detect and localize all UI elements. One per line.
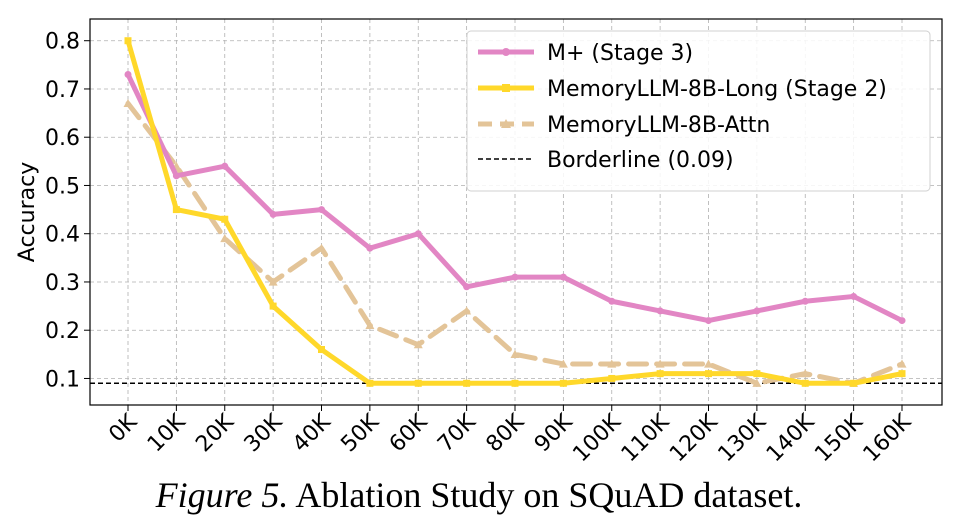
series-point (220, 234, 230, 243)
series-point (172, 172, 180, 180)
series-point (502, 48, 510, 56)
series-point (501, 119, 511, 128)
y-tick-label: 0.7 (45, 78, 80, 103)
y-tick-label: 0.4 (45, 223, 80, 248)
series-point (318, 206, 325, 214)
series-point (269, 210, 277, 218)
series-point (898, 370, 906, 378)
y-tick-label: 0.5 (45, 174, 80, 199)
series-layer (123, 37, 907, 387)
figure-caption: Figure 5. Ablation Study on SQuAD datase… (0, 474, 958, 516)
legend-label: Borderline (0.09) (547, 148, 734, 173)
series-point (318, 346, 325, 354)
x-tick-label: 120K (665, 409, 723, 467)
legend-label: MemoryLLM-8B-Attn (547, 113, 770, 138)
x-tick-label: 40K (288, 409, 336, 457)
series-point (413, 340, 423, 349)
x-tick-label: 0K (104, 409, 142, 447)
x-tick-label: 50K (336, 409, 384, 457)
y-tick-label: 0.2 (45, 319, 80, 344)
series-point (704, 359, 713, 368)
series-1 (124, 37, 906, 387)
x-tick-label: 10K (143, 409, 191, 457)
series-point (463, 283, 471, 291)
plot-frame (89, 18, 943, 406)
series-point (897, 359, 907, 368)
series-point (268, 277, 278, 286)
series-point (800, 369, 810, 378)
series-point (366, 244, 374, 252)
series-point (559, 273, 567, 281)
series-point (753, 370, 761, 378)
x-tick-label: 70K (433, 409, 481, 457)
x-tick-label: 110K (617, 409, 675, 467)
series-point (801, 297, 809, 305)
series-point (558, 359, 568, 368)
series-point (510, 349, 520, 358)
x-tick-label: 80K (482, 409, 530, 457)
series-point (656, 307, 664, 315)
series-point (124, 37, 132, 45)
series-point (414, 379, 422, 387)
x-tick-label: 20K (191, 409, 239, 457)
series-2 (123, 98, 907, 387)
series-point (607, 359, 617, 368)
legend-entry: MemoryLLM-8B-Attn (478, 113, 770, 138)
legend-label: MemoryLLM-8B-Long (Stage 2) (547, 77, 887, 102)
series-point (898, 317, 906, 325)
x-tick-label: 100K (568, 409, 626, 467)
series-point (752, 378, 762, 387)
series-point (753, 307, 761, 315)
x-tick-label: 60K (385, 409, 433, 457)
series-point (317, 243, 326, 252)
series-point (221, 162, 229, 170)
y-tick-label: 0.6 (45, 126, 80, 151)
series-point (511, 379, 519, 387)
series-point (850, 292, 858, 300)
x-tick-label: 150K (810, 409, 868, 467)
x-axis-ticks: 0K 10K 20K 30K 40K 50K 60K 70K 80K 90K100K110K120… (104, 405, 917, 467)
x-tick-label: 160K (859, 409, 917, 467)
x-tick-label: 30K (240, 409, 288, 457)
series-point (511, 273, 519, 281)
series-point (850, 379, 858, 387)
y-tick-label: 0.3 (45, 271, 80, 296)
series-point (269, 302, 277, 310)
series-point (705, 370, 712, 378)
series-line (125, 100, 905, 386)
accuracy-line-chart: 0.1 0.2 0.3 0.4 0.5 0.6 0.7 0.8 0K 10K 20K 30K 40K 5… (15, 18, 943, 467)
x-tick-label: 130K (714, 409, 772, 467)
series-0 (124, 70, 906, 325)
y-axis-ticks: 0.1 0.2 0.3 0.4 0.5 0.6 0.7 0.8 (45, 30, 90, 392)
x-tick-label: 140K (762, 409, 820, 467)
legend-entry: Borderline (0.09) (478, 148, 734, 173)
series-point (172, 206, 180, 214)
legend: M+ (Stage 3) MemoryLLM-8B-Long (Stage 2) M… (466, 30, 931, 192)
series-point (801, 379, 809, 387)
series-point (366, 379, 374, 387)
series-point (462, 306, 472, 315)
legend-label: M+ (Stage 3) (547, 41, 693, 66)
series-point (608, 297, 616, 305)
legend-entry: M+ (Stage 3) (478, 41, 693, 66)
y-axis-title: Accuracy (15, 162, 40, 262)
figure-caption-text: Ablation Study on SQuAD dataset. (295, 475, 803, 515)
series-point (463, 379, 471, 387)
series-point (655, 359, 665, 368)
series-point (559, 379, 567, 387)
y-tick-label: 0.1 (45, 367, 80, 392)
y-tick-label: 0.8 (45, 30, 80, 55)
series-point (123, 98, 133, 108)
legend-box (466, 30, 931, 192)
series-point (656, 370, 664, 378)
series-point (608, 374, 616, 382)
legend-entry: MemoryLLM-8B-Long (Stage 2) (478, 77, 887, 102)
series-point (365, 320, 375, 329)
figure-caption-label: Figure 5. (155, 475, 289, 515)
series-point (221, 215, 229, 223)
series-point (502, 84, 510, 92)
series-point (705, 317, 712, 325)
series-point (124, 70, 132, 78)
series-point (414, 230, 422, 238)
